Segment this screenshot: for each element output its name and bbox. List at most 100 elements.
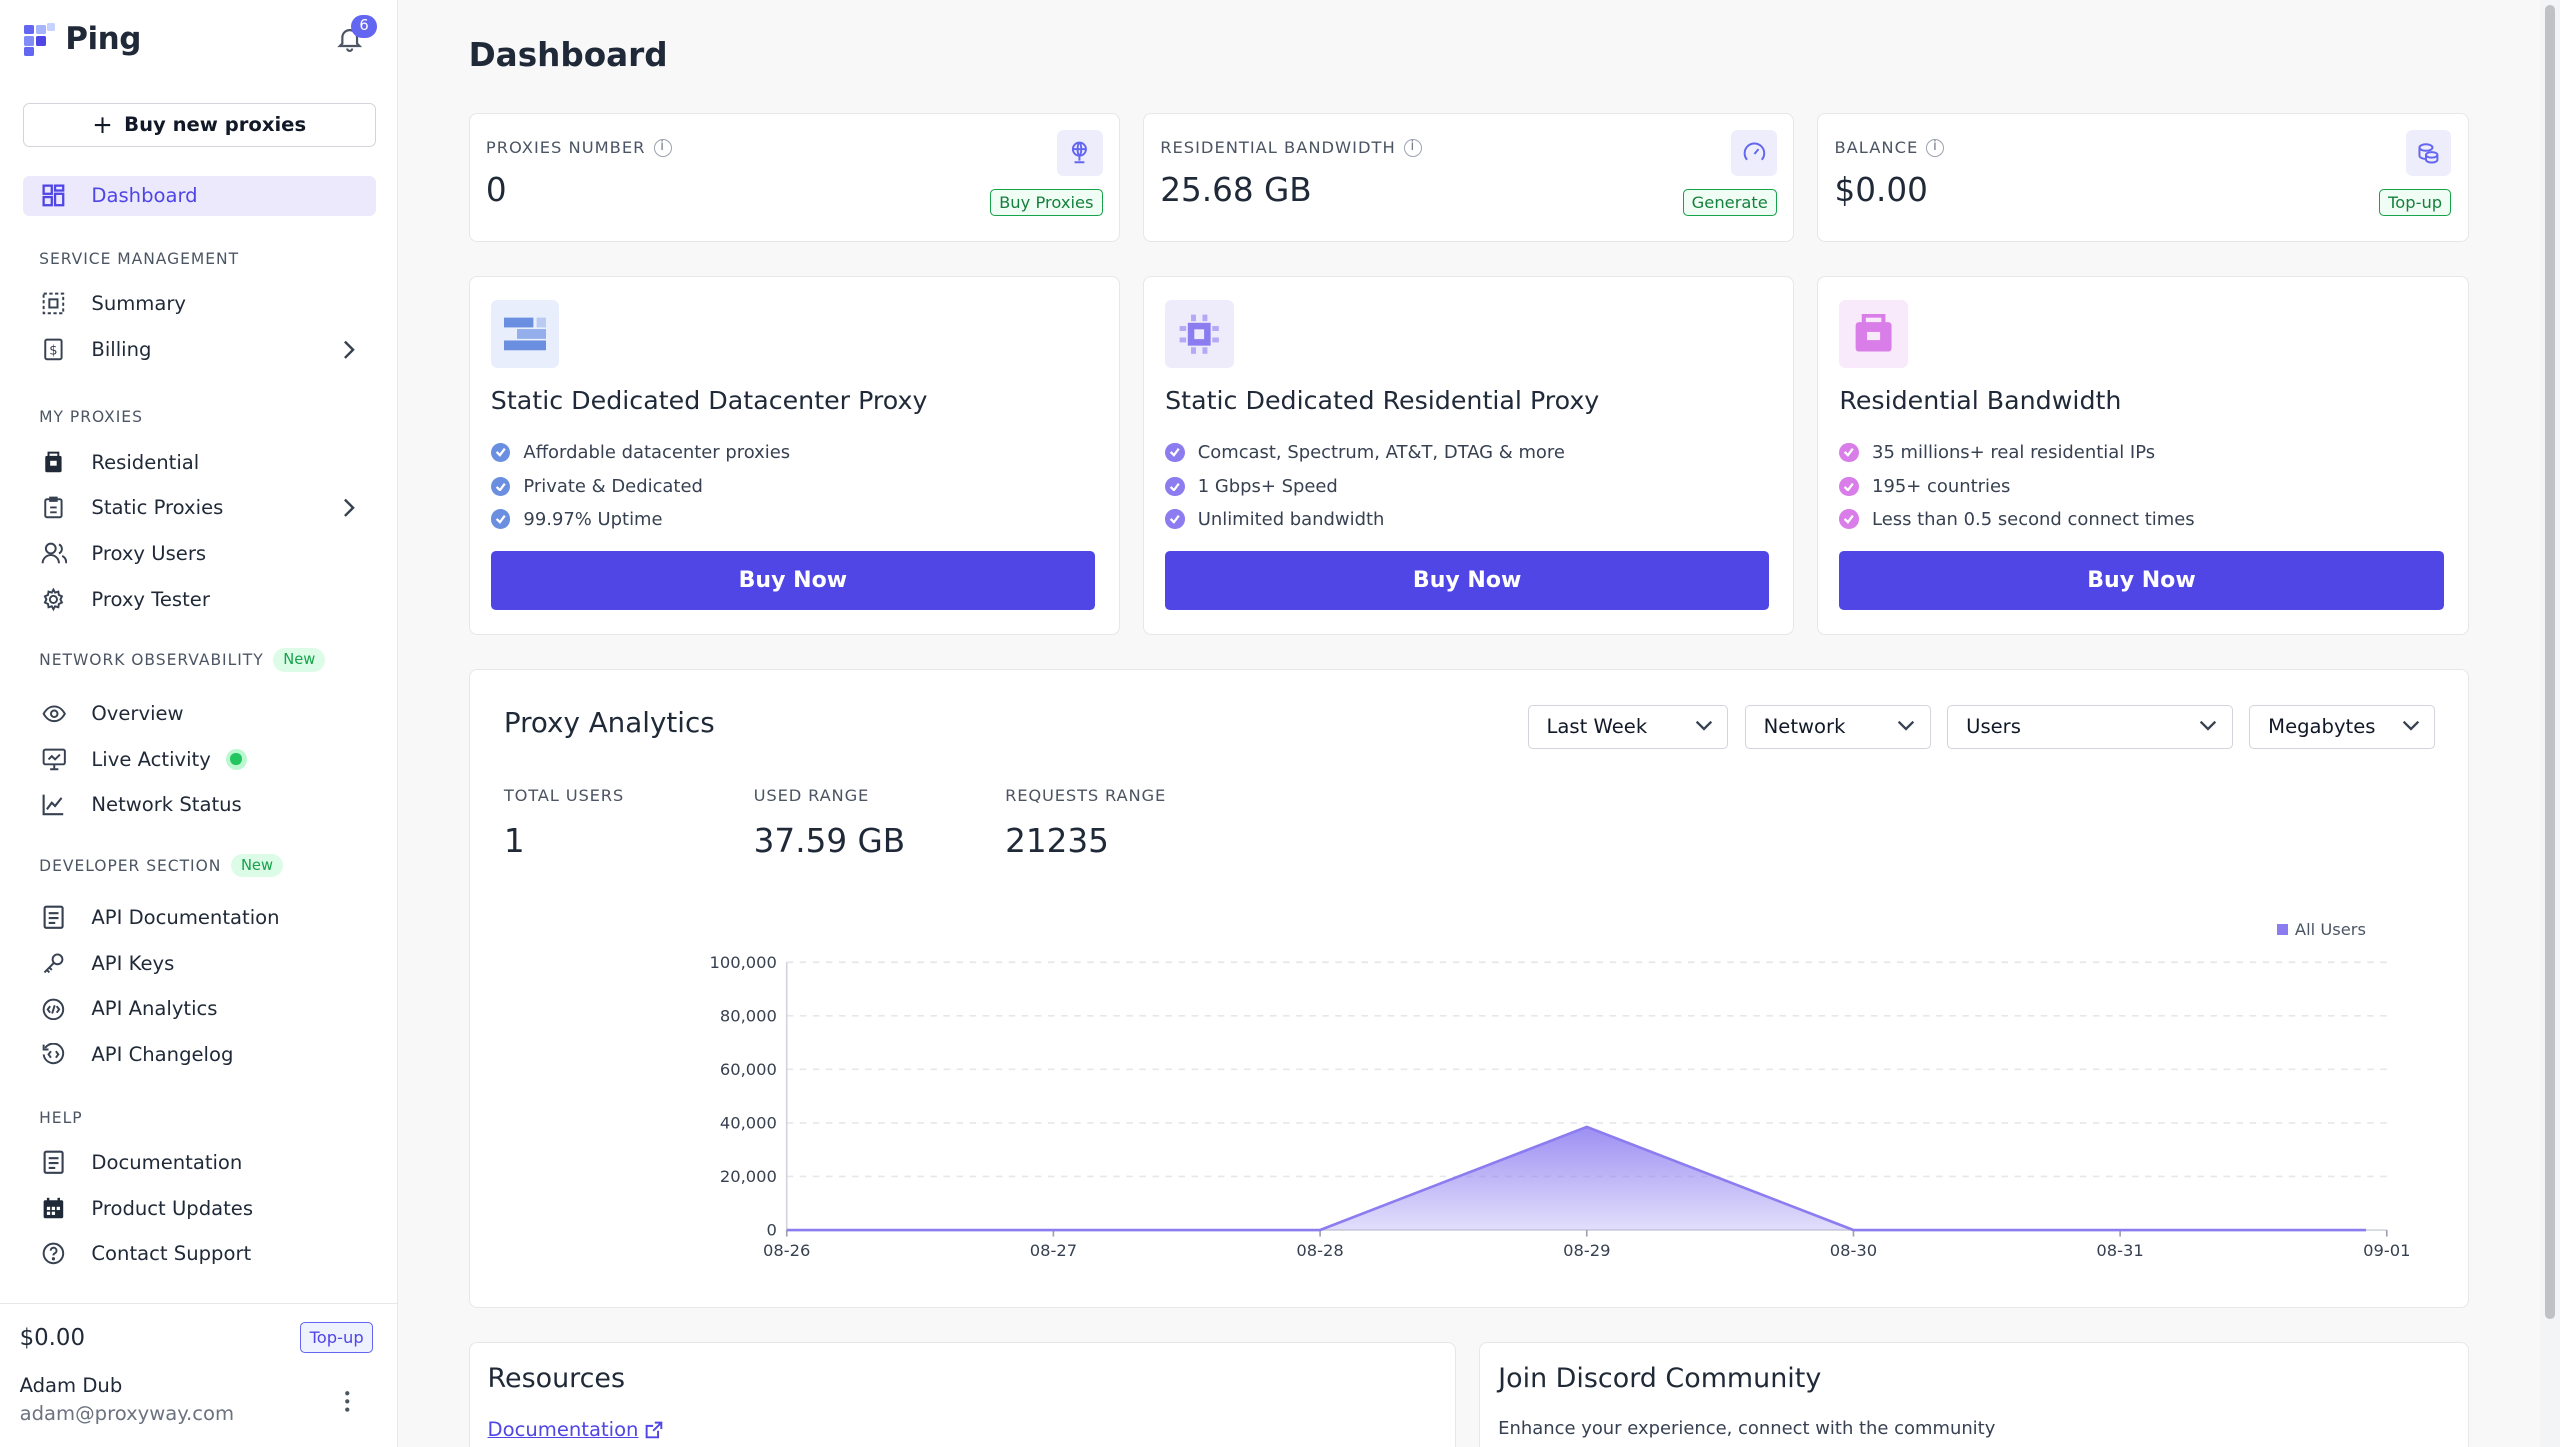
sidebar-item-api-analytics[interactable]: API Analytics — [23, 989, 376, 1028]
feature-text: Unlimited bandwidth — [1197, 508, 1385, 530]
scrollbar-thumb[interactable] — [2545, 4, 2556, 1320]
eye-icon — [41, 700, 67, 726]
sidebar-item-label: Proxy Tester — [91, 587, 210, 611]
sidebar: Ping 6 + Buy new proxies Dashboard SERVI… — [0, 0, 399, 1447]
sidebar-item-proxy-users[interactable]: Proxy Users — [23, 534, 376, 573]
sidebar-item-live-activity[interactable]: Live Activity — [23, 740, 376, 779]
sidebar-item-label: Residential — [91, 450, 200, 474]
chart-legend[interactable]: All Users — [2276, 920, 2366, 939]
section-my-proxies: MY PROXIES — [39, 408, 143, 426]
network-select[interactable]: Network — [1744, 704, 1931, 749]
unit-select[interactable]: Megabytes — [2249, 704, 2436, 749]
buy-now-button[interactable]: Buy Now — [490, 551, 1095, 610]
buy-new-proxies-button[interactable]: + Buy new proxies — [22, 102, 376, 147]
chevron-down-icon — [2402, 721, 2419, 731]
product-title: Residential Bandwidth — [1839, 386, 2122, 416]
key-icon — [41, 950, 67, 976]
period-select[interactable]: Last Week — [1527, 704, 1729, 749]
select-value: Network — [1763, 715, 1846, 739]
sidebar-item-residential[interactable]: Residential — [23, 442, 376, 481]
buy-now-button[interactable]: Buy Now — [1165, 551, 1770, 610]
user-email: adam@proxyway.com — [19, 1401, 235, 1425]
chevron-down-icon — [1695, 721, 1712, 731]
section-label: NETWORK OBSERVABILITY — [39, 650, 264, 669]
sidebar-item-api-documentation[interactable]: API Documentation — [23, 898, 376, 937]
sidebar-item-proxy-tester[interactable]: Proxy Tester — [23, 580, 376, 619]
analytics-title: Proxy Analytics — [503, 706, 715, 740]
chevron-down-icon — [2200, 721, 2217, 731]
sidebar-item-api-changelog[interactable]: API Changelog — [23, 1035, 376, 1074]
buy-proxies-button[interactable]: Buy Proxies — [989, 188, 1103, 217]
info-icon[interactable]: i — [1403, 138, 1422, 157]
buy-now-button[interactable]: Buy Now — [1839, 551, 2444, 610]
sidebar-item-billing[interactable]: $ Billing — [23, 330, 376, 369]
sidebar-item-label: Proxy Users — [91, 541, 207, 565]
feature-item: 99.97% Uptime — [490, 509, 663, 530]
section-label: SERVICE MANAGEMENT — [39, 249, 240, 268]
series-area — [786, 1127, 2366, 1231]
sidebar-item-dashboard[interactable]: Dashboard — [22, 176, 376, 216]
legend-swatch — [2276, 923, 2289, 936]
discord-title: Join Discord Community — [1498, 1362, 1822, 1394]
feature-text: Comcast, Spectrum, AT&T, DTAG & more — [1197, 441, 1565, 463]
documentation-link[interactable]: Documentation — [488, 1418, 663, 1441]
y-tick-label: 100,000 — [709, 953, 776, 972]
section-label: DEVELOPER SECTION — [39, 856, 222, 875]
stat-label: PROXIES NUMBER i — [486, 138, 672, 157]
resources-title: Resources — [487, 1362, 626, 1394]
y-tick-label: 40,000 — [719, 1114, 776, 1133]
page-scrollbar[interactable] — [2540, 0, 2560, 1447]
notification-badge: 6 — [351, 14, 378, 38]
residential-icon — [41, 449, 67, 475]
page-title: Dashboard — [468, 35, 668, 74]
check-circle-icon — [490, 442, 511, 463]
info-icon[interactable]: i — [1926, 138, 1945, 157]
section-developer: DEVELOPER SECTION New — [39, 853, 283, 878]
sidebar-item-api-keys[interactable]: API Keys — [23, 944, 376, 983]
kpi-value-used-range: 37.59 GB — [753, 822, 906, 861]
document-icon — [41, 1149, 67, 1175]
y-tick-label: 60,000 — [719, 1060, 776, 1079]
chip-icon — [1165, 299, 1234, 369]
chevron-right-icon — [343, 498, 355, 517]
app-logo[interactable]: Ping — [24, 21, 141, 57]
summary-icon — [41, 291, 67, 317]
product-title: Static Dedicated Residential Proxy — [1165, 386, 1600, 416]
check-circle-icon — [1165, 509, 1185, 530]
topup-button[interactable]: Top-up — [2378, 188, 2452, 217]
sidebar-item-label: API Changelog — [91, 1043, 234, 1067]
discord-subtitle: Enhance your experience, connect with th… — [1498, 1418, 1996, 1440]
section-service-management: SERVICE MANAGEMENT — [39, 250, 239, 268]
more-options-icon[interactable] — [344, 1390, 351, 1413]
gauge-icon — [1731, 129, 1777, 176]
document-icon — [41, 905, 67, 931]
sidebar-item-summary[interactable]: Summary — [23, 284, 376, 323]
sidebar-item-label: API Documentation — [91, 906, 280, 930]
sidebar-item-label: Overview — [91, 701, 184, 725]
product-card-residential-static: Static Dedicated Residential Proxy Comca… — [1142, 275, 1795, 636]
feature-item: Less than 0.5 second connect times — [1839, 509, 2195, 530]
feature-text: 195+ countries — [1872, 476, 2011, 498]
sidebar-item-network-status[interactable]: Network Status — [23, 785, 376, 824]
info-icon[interactable]: i — [653, 138, 672, 157]
stat-label-text: BALANCE — [1834, 138, 1919, 158]
product-card-datacenter: Static Dedicated Datacenter Proxy Afford… — [468, 275, 1121, 636]
stat-label: RESIDENTIAL BANDWIDTH i — [1160, 138, 1422, 157]
sidebar-item-documentation[interactable]: Documentation — [23, 1143, 376, 1182]
generate-button[interactable]: Generate — [1682, 188, 1777, 217]
stat-value: $0.00 — [1834, 170, 1928, 209]
kpi-label-total-users: TOTAL USERS — [503, 786, 625, 806]
users-select[interactable]: Users — [1947, 704, 2233, 749]
sidebar-item-static-proxies[interactable]: Static Proxies — [23, 488, 376, 527]
calendar-icon — [41, 1195, 67, 1221]
residential-box-icon — [1839, 299, 1908, 369]
y-tick-label: 0 — [766, 1221, 776, 1240]
select-value: Megabytes — [2268, 715, 2376, 739]
sidebar-item-overview[interactable]: Overview — [23, 694, 376, 733]
x-tick-label: 08-27 — [1029, 1242, 1076, 1261]
sidebar-item-product-updates[interactable]: Product Updates — [23, 1189, 376, 1228]
sidebar-item-contact-support[interactable]: Contact Support — [23, 1234, 376, 1273]
feature-item: Affordable datacenter proxies — [490, 442, 790, 463]
y-tick-label: 20,000 — [719, 1168, 776, 1187]
sidebar-topup-button[interactable]: Top-up — [300, 1321, 373, 1353]
